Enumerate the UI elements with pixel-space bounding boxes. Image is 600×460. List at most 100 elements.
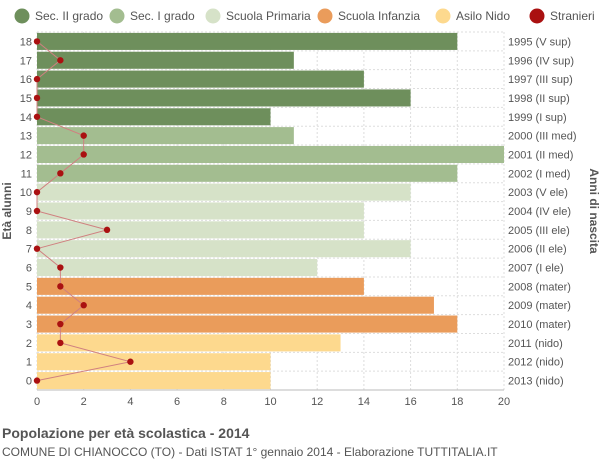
y-tick-label-age: 4 (26, 300, 32, 312)
y-tick-label-year: 2013 (nido) (508, 376, 564, 388)
stranieri-point-age-17 (57, 57, 64, 64)
y-tick-label-year: 2009 (mater) (508, 300, 571, 312)
y-tick-label-age: 14 (20, 112, 32, 124)
stranieri-point-age-14 (33, 113, 41, 120)
legend-marker-primaria (205, 8, 221, 24)
y-axis-title-right: Anni di nascita (587, 168, 600, 254)
y-tick-label-year: 2002 (I med) (508, 168, 570, 180)
y-tick-label-year: 1995 (V sup) (508, 36, 571, 48)
y-tick-label-age: 7 (26, 244, 32, 256)
y-tick-label-age: 17 (20, 55, 32, 67)
y-tick-label-age: 10 (20, 187, 32, 199)
chart-footer-title: Popolazione per età scolastica - 2014 (2, 425, 250, 441)
bar-age-2 (37, 334, 341, 352)
legend-marker-stranieri (529, 8, 545, 24)
stranieri-point-age-5 (57, 283, 64, 290)
bar-age-9 (37, 202, 364, 220)
legend-label-sec_i: Sec. I grado (130, 9, 195, 23)
stranieri-point-age-16 (33, 75, 41, 83)
x-tick-label: 12 (311, 396, 323, 408)
bar-age-13 (37, 127, 294, 145)
y-tick-label-year: 2001 (II med) (508, 149, 573, 161)
bar-age-16 (37, 70, 364, 88)
bar-age-0 (37, 372, 271, 390)
x-tick-label: 0 (34, 396, 40, 408)
y-tick-label-year: 2000 (III med) (508, 131, 576, 143)
y-tick-label-age: 3 (26, 319, 32, 331)
stranieri-point-age-2 (57, 339, 64, 347)
y-tick-label-year: 2010 (mater) (508, 319, 571, 331)
y-tick-label-age: 8 (26, 225, 32, 237)
bar-age-6 (37, 259, 318, 277)
x-tick-label: 18 (451, 396, 463, 408)
stranieri-point-age-11 (57, 170, 64, 177)
stranieri-point-age-1 (127, 358, 134, 365)
legend-label-primaria: Scuola Primaria (226, 9, 311, 23)
y-tick-label-year: 2008 (mater) (508, 281, 571, 293)
x-tick-label: 2 (81, 396, 87, 408)
chart-footer-subtitle: COMUNE DI CHIANOCCO (TO) - Dati ISTAT 1°… (2, 445, 498, 459)
y-tick-label-age: 15 (20, 93, 32, 105)
y-tick-label-year: 2012 (nido) (508, 357, 564, 369)
y-tick-label-age: 11 (21, 168, 32, 180)
stranieri-point-age-7 (33, 245, 41, 252)
y-tick-label-year: 2003 (V ele) (508, 187, 568, 199)
chart: 18 1995 (V sup)17 1996 (IV sup)16 1997 (III… (0, 8, 600, 408)
x-tick-label: 16 (404, 396, 416, 408)
bar-age-8 (37, 221, 364, 239)
bar-age-12 (37, 145, 504, 163)
legend-marker-sec_i (109, 8, 125, 24)
legend-marker-sec_ii (14, 8, 30, 24)
x-tick-label: 20 (498, 396, 510, 408)
x-tick-label: 10 (264, 396, 276, 408)
bar-age-7 (37, 240, 411, 258)
stranieri-point-age-6 (57, 264, 64, 271)
stranieri-point-age-10 (33, 188, 41, 196)
y-tick-label-year: 2007 (I ele) (508, 263, 564, 275)
y-tick-label-year: 1999 (I sup) (508, 112, 567, 124)
stranieri-point-age-0 (33, 377, 41, 384)
stranieri-point-age-12 (80, 151, 87, 158)
x-tick-label: 8 (221, 396, 227, 408)
y-tick-label-year: 2005 (III ele) (508, 225, 570, 237)
bar-age-1 (37, 353, 271, 371)
y-tick-label-year: 1997 (III sup) (508, 74, 573, 86)
legend-marker-nido (435, 8, 451, 24)
y-tick-label-age: 6 (26, 263, 32, 275)
legend-label-infanzia: Scuola Infanzia (338, 9, 420, 23)
bar-age-5 (37, 277, 364, 295)
bar-age-11 (37, 164, 458, 182)
y-tick-label-age: 18 (20, 36, 32, 48)
y-axis-title-left: Età alunni (0, 182, 14, 239)
y-tick-label-age: 12 (20, 149, 32, 161)
y-tick-label-age: 16 (20, 74, 32, 86)
y-tick-label-age: 2 (26, 338, 32, 350)
bar-age-3 (37, 315, 458, 333)
stranieri-point-age-18 (33, 38, 41, 45)
bar-age-18 (37, 32, 458, 50)
stranieri-point-age-9 (33, 207, 41, 215)
y-tick-label-year: 1996 (IV sup) (508, 55, 574, 67)
x-tick-label: 14 (358, 396, 370, 408)
bar-age-4 (37, 296, 434, 314)
bar-age-10 (37, 183, 411, 201)
bar-age-15 (37, 89, 411, 107)
legend-label-stranieri: Stranieri (550, 9, 595, 23)
y-tick-label-year: 2004 (IV ele) (508, 206, 571, 218)
stranieri-point-age-8 (103, 226, 111, 234)
y-tick-label-year: 2006 (II ele) (508, 244, 567, 256)
stranieri-point-age-3 (57, 320, 64, 328)
legend-label-nido: Asilo Nido (456, 9, 510, 23)
y-tick-label-age: 1 (26, 357, 32, 369)
bar-age-17 (37, 51, 294, 69)
y-tick-label-age: 9 (26, 206, 32, 218)
y-tick-label-age: 13 (20, 131, 32, 143)
y-tick-label-year: 1998 (II sup) (508, 93, 570, 105)
bar-age-14 (37, 108, 271, 126)
x-tick-label: 6 (174, 396, 180, 408)
y-tick-label-age: 5 (26, 281, 32, 293)
stranieri-point-age-4 (80, 302, 87, 309)
legend-marker-infanzia (317, 8, 333, 24)
legend-label-sec_ii: Sec. II grado (35, 9, 103, 23)
stranieri-point-age-15 (33, 94, 41, 102)
